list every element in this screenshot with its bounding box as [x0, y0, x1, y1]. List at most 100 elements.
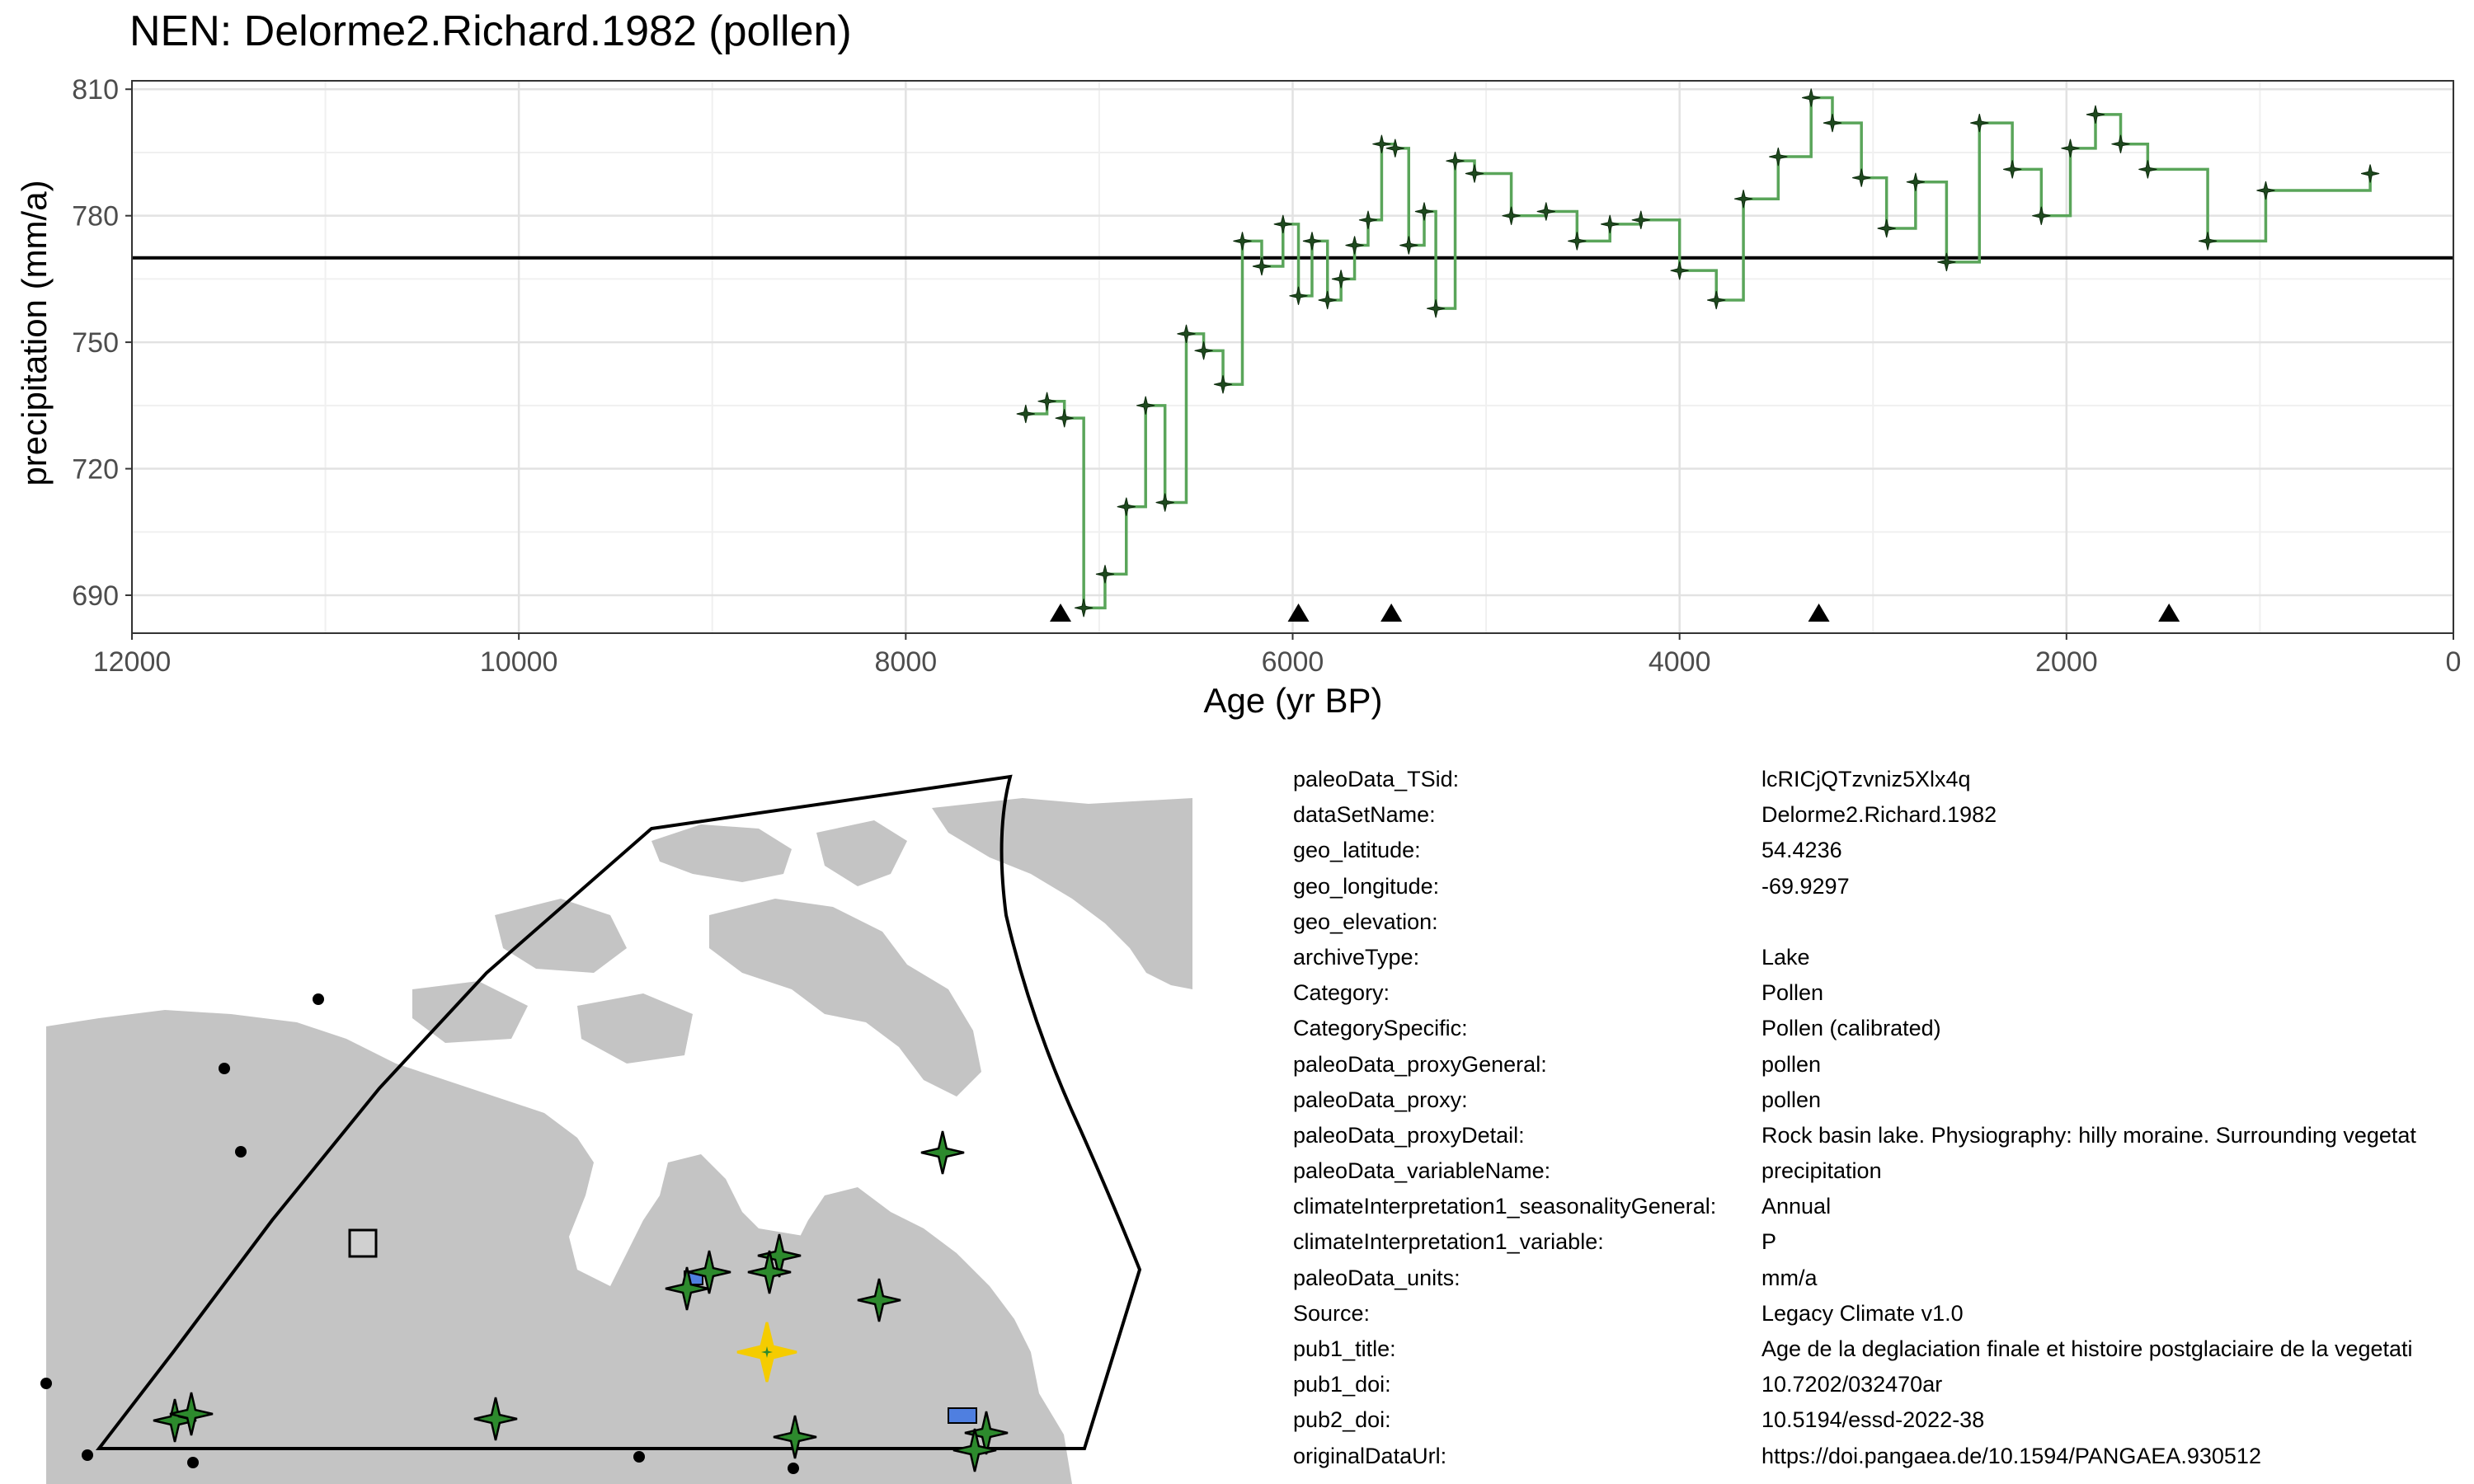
data-point [1117, 497, 1136, 516]
info-key: pub1_doi: [1293, 1372, 1391, 1397]
data-point [1670, 261, 1689, 280]
info-key: originalDataUrl: [1293, 1443, 1447, 1468]
site-dot [82, 1449, 93, 1461]
data-point [2138, 160, 2157, 179]
data-point [1358, 210, 1378, 229]
data-point [1536, 202, 1555, 221]
info-value: Pollen [1761, 980, 1824, 1006]
site-star [687, 1250, 731, 1294]
region-polygon [95, 774, 1142, 1450]
info-value: pollen [1761, 1051, 1822, 1077]
info-key: Category: [1293, 980, 1390, 1006]
data-point [1906, 172, 1926, 191]
site-dot [788, 1463, 799, 1474]
info-value: Annual [1761, 1194, 1832, 1219]
data-point [1399, 236, 1418, 255]
data-point [2256, 181, 2275, 200]
data-point [1372, 134, 1391, 153]
precipitation-chart: 690 720 750 780 810 12000 10000 8000 6000 4000 200… [72, 74, 2461, 678]
chart-title: NEN: Delorme2.Richard.1982 (pollen) [129, 7, 852, 55]
site-star [747, 1250, 792, 1294]
y-tick-label: 750 [72, 327, 119, 359]
map-land-layer [46, 798, 1192, 1484]
southern-strip [46, 1468, 346, 1484]
data-point [1074, 599, 1094, 618]
data-point [1733, 190, 1753, 209]
data-point [1970, 113, 1989, 133]
info-value: pollen [1761, 1087, 1822, 1112]
x-tick-label: 0 [2446, 646, 2462, 678]
info-value: lcRICjQTzvniz5Xlx4q [1761, 767, 1971, 791]
arctic-island-2 [816, 820, 907, 886]
data-point [1631, 210, 1650, 229]
data-point [1426, 299, 1446, 318]
data-point [1302, 232, 1322, 251]
data-point [2061, 139, 2080, 157]
info-key: geo_latitude: [1293, 838, 1421, 863]
info-value: Age de la deglaciation finale et histoir… [1761, 1336, 2413, 1361]
data-point [2086, 105, 2105, 124]
x-axis-label: Age (yr BP) [1203, 681, 1383, 720]
y-tick-label: 780 [72, 201, 119, 232]
selected-site-star-center [761, 1346, 773, 1358]
info-key: geo_longitude: [1293, 873, 1440, 899]
data-point [1055, 409, 1074, 428]
y-tick-label: 690 [72, 580, 119, 612]
data-point [1037, 392, 1056, 411]
data-point [1852, 168, 1871, 187]
x-tick-label: 4000 [1649, 646, 1711, 678]
data-point [1937, 252, 1956, 272]
age-marker-triangle [1050, 603, 1071, 622]
site-dot [219, 1063, 230, 1074]
info-value: 10.7202/032470ar [1761, 1372, 1943, 1397]
arctic-island-1 [651, 824, 792, 882]
info-value: Delorme2.Richard.1982 [1761, 802, 1997, 828]
site-star [169, 1392, 214, 1436]
data-point [1136, 396, 1155, 415]
data-point [1877, 218, 1896, 238]
arctic-island-3 [495, 899, 627, 973]
data-point [1331, 270, 1351, 289]
data-point [1318, 290, 1337, 310]
site-star [773, 1415, 817, 1459]
data-point [2003, 160, 2022, 179]
info-value: precipitation [1761, 1158, 1882, 1184]
site-location-map [40, 774, 1192, 1484]
blue-rect-marker-2 [948, 1407, 977, 1424]
data-point [2198, 232, 2218, 251]
data-point [1446, 152, 1465, 171]
info-value: Legacy Climate v1.0 [1761, 1300, 1964, 1326]
data-point [1769, 147, 1788, 167]
x-tick-label: 12000 [93, 646, 172, 678]
tick-label-layer: 690 720 750 780 810 12000 10000 8000 6000 4000 200… [72, 74, 2461, 678]
site-star [665, 1266, 709, 1311]
data-point [1233, 232, 1252, 251]
info-key: pub2_doi: [1293, 1407, 1391, 1433]
info-key: Source: [1293, 1300, 1371, 1326]
gray-square-marker [348, 1228, 378, 1258]
info-key: geo_elevation: [1293, 909, 1438, 934]
x-tick-label: 10000 [480, 646, 558, 678]
arctic-island-4 [412, 981, 528, 1043]
data-point [2111, 134, 2130, 153]
data-point [1802, 88, 1821, 107]
info-value: mm/a [1761, 1265, 1818, 1290]
info-value: 54.4236 [1761, 838, 1842, 863]
data-point [1273, 214, 1292, 234]
info-key: dataSetName: [1293, 802, 1436, 828]
site-star [920, 1130, 965, 1175]
site-dot [235, 1146, 247, 1158]
data-point [2360, 164, 2380, 183]
info-key: archiveType: [1293, 944, 1420, 970]
data-point [1385, 139, 1404, 157]
quebec-labrador-peninsula [660, 1228, 965, 1484]
data-points-layer [1016, 88, 2380, 618]
series-line-layer [1025, 96, 2372, 610]
data-point [1707, 290, 1726, 310]
site-dot [40, 1378, 52, 1389]
info-key: paleoData_proxyDetail: [1293, 1122, 1525, 1148]
data-point [1568, 232, 1587, 251]
data-point [1155, 493, 1174, 512]
data-point [1252, 256, 1272, 276]
data-point [1016, 404, 1035, 424]
